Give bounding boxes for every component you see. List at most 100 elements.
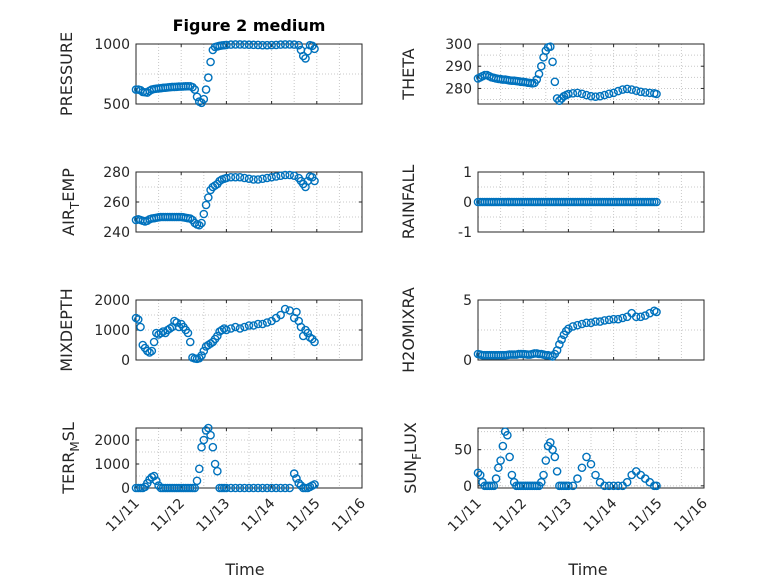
data-point <box>541 456 551 465</box>
subplot-rainfall: -1 0 1 RAINFALL <box>399 165 705 241</box>
data-point <box>310 44 319 54</box>
data-point <box>206 57 215 67</box>
data-point <box>609 88 618 98</box>
y-tick-label: 500 <box>103 97 130 113</box>
data-point <box>262 173 272 183</box>
series-mixdepth <box>131 304 319 364</box>
data-point <box>568 322 578 331</box>
y-tick-label: 5 <box>463 293 472 309</box>
y-tick-label: 0 <box>463 353 472 369</box>
y-tick-label: 280 <box>445 81 472 97</box>
data-point <box>622 84 632 94</box>
data-point <box>240 483 249 493</box>
data-point <box>197 218 206 228</box>
data-point <box>271 172 281 181</box>
y-axis-label-subscript: F <box>410 453 424 460</box>
y-axis-label-text: TERR <box>59 452 78 495</box>
data-point <box>298 51 308 61</box>
data-point <box>640 88 650 97</box>
series-pressure <box>131 40 319 108</box>
data-point <box>582 452 591 462</box>
data-point <box>267 483 276 493</box>
series-theta <box>473 42 661 105</box>
y-axis-label-text: MIXDEPTH <box>57 288 76 371</box>
y-tick-label: 1000 <box>94 457 130 473</box>
data-point <box>199 435 209 445</box>
data-point <box>249 321 258 330</box>
data-point <box>609 314 618 324</box>
grid-h2omixra <box>477 299 705 361</box>
data-point <box>152 476 161 486</box>
data-point <box>568 89 578 98</box>
data-point <box>618 313 627 323</box>
data-point <box>276 171 285 181</box>
data-point <box>208 442 218 452</box>
data-point <box>294 40 304 50</box>
axes-frame-sun_flux <box>477 427 705 489</box>
data-point <box>292 474 301 483</box>
series-terr_msl <box>131 423 319 493</box>
data-point <box>201 426 211 435</box>
data-point <box>267 40 276 50</box>
data-point <box>609 481 618 491</box>
data-point <box>285 40 294 49</box>
data-point <box>249 175 258 184</box>
data-point <box>546 42 555 51</box>
data-point <box>226 172 236 182</box>
data-point <box>253 40 263 50</box>
data-point <box>618 85 627 94</box>
y-tick-label: 2000 <box>94 293 130 309</box>
data-point <box>149 337 159 347</box>
x-axis-label-right: Time <box>567 560 607 579</box>
data-point <box>235 40 245 49</box>
y-tick-label: 290 <box>445 59 472 75</box>
data-point <box>604 89 614 99</box>
data-point <box>262 318 272 327</box>
data-point <box>548 57 557 67</box>
y-tick-label: 1000 <box>94 323 130 339</box>
data-point <box>244 174 254 184</box>
series-rainfall <box>473 197 661 207</box>
subplot-h2omixra: 0 5 H2OMIXRA <box>399 287 705 373</box>
data-point <box>280 483 290 493</box>
data-point <box>555 340 564 349</box>
data-point <box>536 61 546 71</box>
data-point <box>276 310 285 320</box>
data-point <box>258 174 267 184</box>
y-tick-label: -1 <box>458 225 472 241</box>
y-tick-label: 0 <box>121 353 130 369</box>
data-point <box>548 352 557 361</box>
y-axis-label-text: PRESSURE <box>57 32 76 116</box>
data-point <box>183 328 193 338</box>
data-point <box>622 477 632 487</box>
data-point <box>204 73 213 82</box>
data-point <box>503 430 512 440</box>
data-point <box>222 325 231 335</box>
y-axis-label-h2omixra: H2OMIXRA <box>399 287 418 373</box>
data-point <box>564 481 573 491</box>
data-point <box>289 40 299 49</box>
data-point <box>276 483 285 493</box>
y-axis-label-rainfall: RAINFALL <box>399 165 418 240</box>
data-point <box>267 172 276 182</box>
y-axis-label-terr_msl: TERRMSL <box>59 422 82 495</box>
subplot-pressure: 500 1000 PRESSURE Figure 2 medium <box>57 16 363 116</box>
series-h2omixra <box>473 306 661 361</box>
y-axis-label-text-end: EMP <box>59 168 78 202</box>
data-point <box>591 317 600 326</box>
y-tick-label: 1 <box>463 165 472 181</box>
data-point <box>240 173 249 183</box>
data-point <box>552 467 562 476</box>
x-axis-label-left: Time <box>224 560 264 579</box>
data-point <box>235 483 245 493</box>
data-point <box>303 328 313 338</box>
data-point <box>249 483 258 493</box>
y-tick-label: 260 <box>103 195 130 211</box>
y-tick-label: 0 <box>463 479 472 495</box>
data-point <box>222 483 231 493</box>
series-sun_flux <box>473 427 661 491</box>
y-axis-label-text-end: SL <box>59 422 78 441</box>
data-point <box>573 320 582 330</box>
data-point <box>226 483 236 493</box>
